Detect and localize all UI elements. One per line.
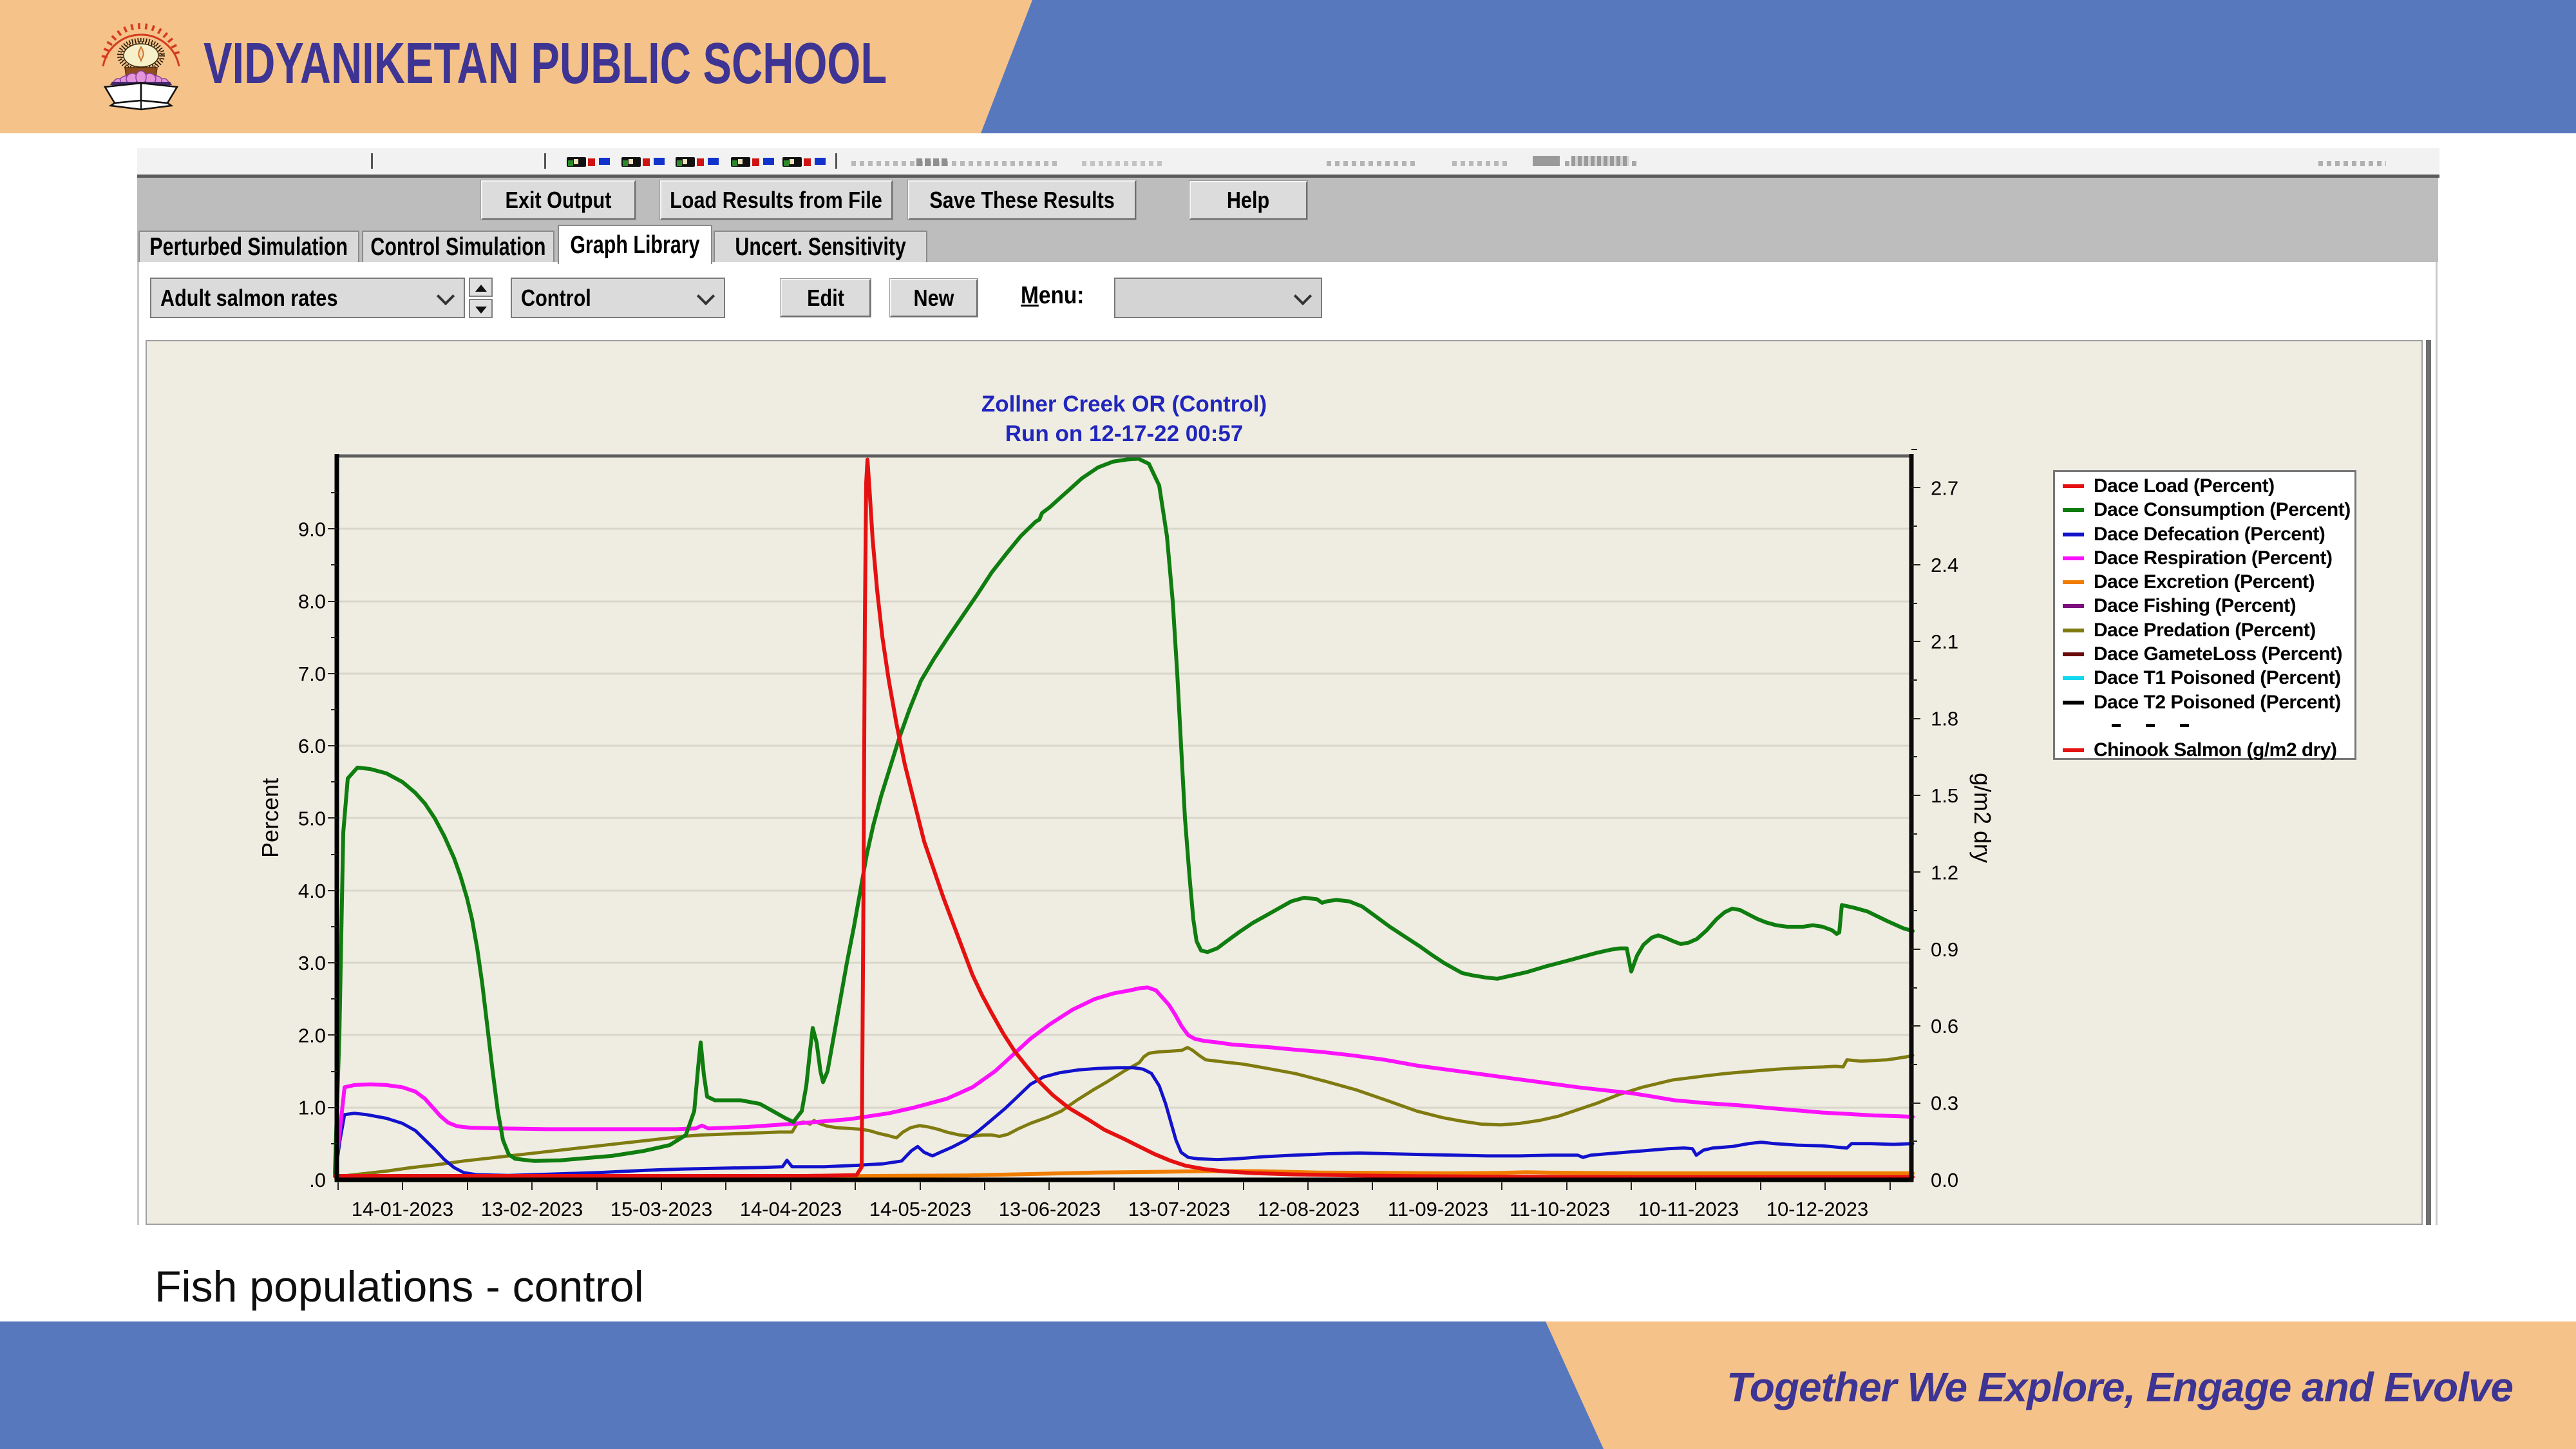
svg-text:.0: .0 (309, 1169, 326, 1191)
svg-text:10-11-2023: 10-11-2023 (1638, 1198, 1739, 1220)
svg-text:1.0: 1.0 (298, 1097, 326, 1119)
svg-text:2.1: 2.1 (1931, 630, 1958, 653)
svg-text:6.0: 6.0 (298, 735, 326, 757)
svg-text:9.0: 9.0 (298, 518, 326, 540)
svg-text:15-03-2023: 15-03-2023 (611, 1198, 713, 1220)
svg-text:14-01-2023: 14-01-2023 (352, 1198, 454, 1220)
svg-text:0.0: 0.0 (1931, 1169, 1958, 1191)
svg-text:8.0: 8.0 (298, 591, 326, 613)
svg-text:14-05-2023: 14-05-2023 (869, 1198, 972, 1220)
svg-text:Percent: Percent (257, 778, 283, 858)
svg-text:2.4: 2.4 (1931, 554, 1958, 576)
svg-text:11-09-2023: 11-09-2023 (1388, 1198, 1488, 1220)
svg-text:13-07-2023: 13-07-2023 (1128, 1198, 1231, 1220)
svg-text:14-04-2023: 14-04-2023 (740, 1198, 842, 1220)
svg-text:1.5: 1.5 (1931, 784, 1958, 807)
svg-text:13-02-2023: 13-02-2023 (481, 1198, 583, 1220)
svg-text:0.3: 0.3 (1931, 1092, 1958, 1115)
svg-text:1.8: 1.8 (1931, 708, 1958, 730)
svg-text:13-06-2023: 13-06-2023 (999, 1198, 1101, 1220)
svg-text:0.9: 0.9 (1931, 938, 1958, 961)
svg-text:7.0: 7.0 (298, 663, 326, 685)
svg-text:2.0: 2.0 (298, 1024, 326, 1046)
svg-text:10-12-2023: 10-12-2023 (1766, 1198, 1869, 1220)
svg-text:0.6: 0.6 (1931, 1015, 1958, 1037)
svg-text:11-10-2023: 11-10-2023 (1510, 1198, 1610, 1220)
svg-text:1.2: 1.2 (1931, 861, 1958, 884)
svg-text:12-08-2023: 12-08-2023 (1258, 1198, 1360, 1220)
svg-text:4.0: 4.0 (298, 880, 326, 902)
svg-text:3.0: 3.0 (298, 952, 326, 974)
svg-text:2.7: 2.7 (1931, 477, 1958, 499)
svg-text:g/m2 dry: g/m2 dry (1969, 773, 1996, 863)
svg-text:5.0: 5.0 (298, 808, 326, 830)
